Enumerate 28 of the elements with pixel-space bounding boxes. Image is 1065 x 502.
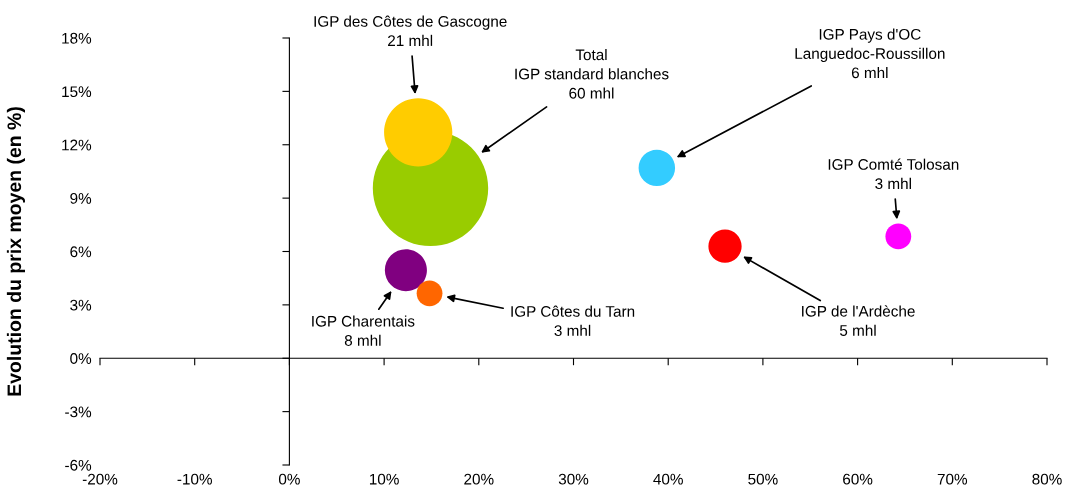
y-tick-label: 6% bbox=[70, 246, 92, 258]
y-tick-label: 0% bbox=[70, 353, 92, 364]
x-tick-label: 80% bbox=[1032, 473, 1062, 485]
x-tick-label: 20% bbox=[464, 473, 494, 485]
annotation: IGP de l'Ardèche 5 mhl bbox=[802, 305, 915, 336]
x-tick-label: 10% bbox=[369, 473, 399, 485]
x-tick-label: 30% bbox=[558, 473, 589, 485]
y-tick-label: 15% bbox=[62, 86, 92, 98]
y-tick-label: 12% bbox=[62, 139, 92, 151]
x-tick-label: 40% bbox=[653, 473, 683, 485]
y-tick-label: -6% bbox=[65, 459, 92, 471]
annotation: Total IGP standard blanches 60 mhl bbox=[515, 48, 669, 99]
x-tick-label: 0% bbox=[278, 473, 300, 485]
y-tick-label: 18% bbox=[62, 32, 92, 44]
x-tick-label: 60% bbox=[843, 473, 873, 485]
x-tick-label: -10% bbox=[177, 473, 212, 485]
y-tick-label: -3% bbox=[65, 406, 92, 418]
x-tick-label: 50% bbox=[748, 473, 778, 485]
annotation: IGP des Côtes de Gascogne 21 mhl bbox=[314, 15, 507, 46]
annotation: IGP Charentais 8 mhl bbox=[312, 315, 415, 346]
x-tick-label: -20% bbox=[82, 473, 118, 485]
annotation: IGP Pays d'OC Languedoc-Roussillon 6 mhl bbox=[795, 28, 945, 79]
annotation: IGP Comté Tolosan 3 mhl bbox=[828, 158, 959, 190]
x-tick-label: 70% bbox=[937, 473, 968, 485]
annotation: IGP Côtes du Tarn 3 mhl bbox=[511, 305, 635, 337]
y-axis-title: Evolution du prix moyen (en %) bbox=[6, 107, 25, 396]
y-tick-label: 9% bbox=[70, 192, 92, 204]
y-tick-label: 3% bbox=[70, 299, 92, 311]
